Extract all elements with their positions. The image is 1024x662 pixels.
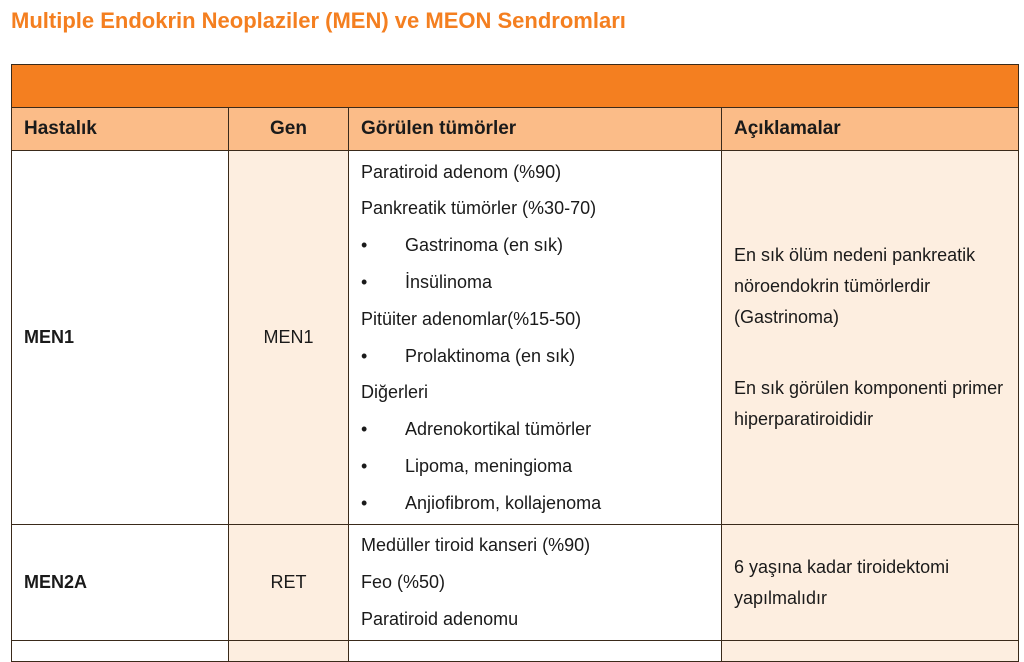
tumor-item: Medüller tiroid kanseri (%90) <box>361 527 709 564</box>
tumor-item: Feo (%50) <box>361 564 709 601</box>
note-text: En sık görülen komponenti primer hiperpa… <box>734 378 1004 429</box>
notes-cell: En sık ölüm nedeni pankreatik nöroendokr… <box>721 150 1019 525</box>
tumor-text: Adrenokortikal tümörler <box>405 419 592 440</box>
tumor-bullet-item: • Prolaktinoma (en sık) <box>361 338 709 375</box>
table-row: MEN2A RET Medüller tiroid kanseri (%90) F… <box>11 524 1019 641</box>
header-disease: Hastalık <box>11 107 229 151</box>
header-gene: Gen <box>228 107 349 151</box>
bullet-icon: • <box>361 492 368 513</box>
table-row-partial <box>11 640 1019 662</box>
bullet-icon: • <box>361 345 368 366</box>
tumor-item: Diğerleri <box>361 374 709 411</box>
note-text: 6 yaşına kadar tiroidektomi yapılmalıdır <box>734 556 950 608</box>
tumors-cell: Medüller tiroid kanseri (%90) Feo (%50) Pa… <box>348 524 722 641</box>
tumor-text: Pitüiter adenomlar(%15-50) <box>361 308 582 329</box>
tumor-text: Diğerleri <box>361 382 429 403</box>
bullet-icon: • <box>361 235 368 256</box>
bullet-icon: • <box>361 419 368 440</box>
tumor-item: Paratiroid adenom (%90) <box>361 154 709 191</box>
note-text: En sık ölüm nedeni pankreatik nöroendokr… <box>734 245 976 327</box>
table-top-band <box>11 64 1019 108</box>
tumor-item: Paratiroid adenomu <box>361 601 709 638</box>
tumor-text: Anjiofibrom, kollajenoma <box>405 492 602 513</box>
tumor-bullet-item: • İnsülinoma <box>361 264 709 301</box>
header-notes: Açıklamalar <box>721 107 1019 151</box>
tumor-bullet-item: • Adrenokortikal tümörler <box>361 411 709 448</box>
tumor-text: Pankreatik tümörler (%30-70) <box>361 198 597 219</box>
table-row: MEN1 MEN1 Paratiroid adenom (%90) Pankrea… <box>11 150 1019 525</box>
gene-cell: MEN1 <box>228 150 349 525</box>
table-header-row: Hastalık Gen Görülen tümörler Açıklamala… <box>11 107 1019 151</box>
tumor-bullet-item: • Lipoma, meningioma <box>361 448 709 485</box>
tumor-text: Prolaktinoma (en sık) <box>405 345 576 366</box>
disease-cell: MEN1 <box>11 150 229 525</box>
tumor-text: Medüller tiroid kanseri (%90) <box>361 535 591 556</box>
notes-cell: 6 yaşına kadar tiroidektomi yapılmalıdır <box>721 524 1019 641</box>
tumor-text: Paratiroid adenomu <box>361 608 519 629</box>
bullet-icon: • <box>361 271 368 292</box>
tumor-text: Lipoma, meningioma <box>405 455 573 476</box>
tumor-bullet-item: • Anjiofibrom, kollajenoma <box>361 485 709 522</box>
tumor-text: Gastrinoma (en sık) <box>405 235 564 256</box>
tumor-text: Feo (%50) <box>361 572 446 593</box>
tumor-text: Paratiroid adenom (%90) <box>361 161 562 182</box>
gene-cell: RET <box>228 524 349 641</box>
page-title: Multiple Endokrin Neoplaziler (MEN) ve M… <box>11 8 626 33</box>
disease-cell: MEN2A <box>11 524 229 641</box>
men-syndromes-table: Hastalık Gen Görülen tümörler Açıklamala… <box>11 64 1019 662</box>
tumor-item: Pankreatik tümörler (%30-70) <box>361 190 709 227</box>
header-tumors: Görülen tümörler <box>348 107 722 151</box>
bullet-icon: • <box>361 455 368 476</box>
tumor-text: İnsülinoma <box>405 271 493 292</box>
tumor-bullet-item: • Gastrinoma (en sık) <box>361 227 709 264</box>
tumors-cell: Paratiroid adenom (%90) Pankreatik tümörl… <box>348 150 722 525</box>
tumor-item: Pitüiter adenomlar(%15-50) <box>361 301 709 338</box>
